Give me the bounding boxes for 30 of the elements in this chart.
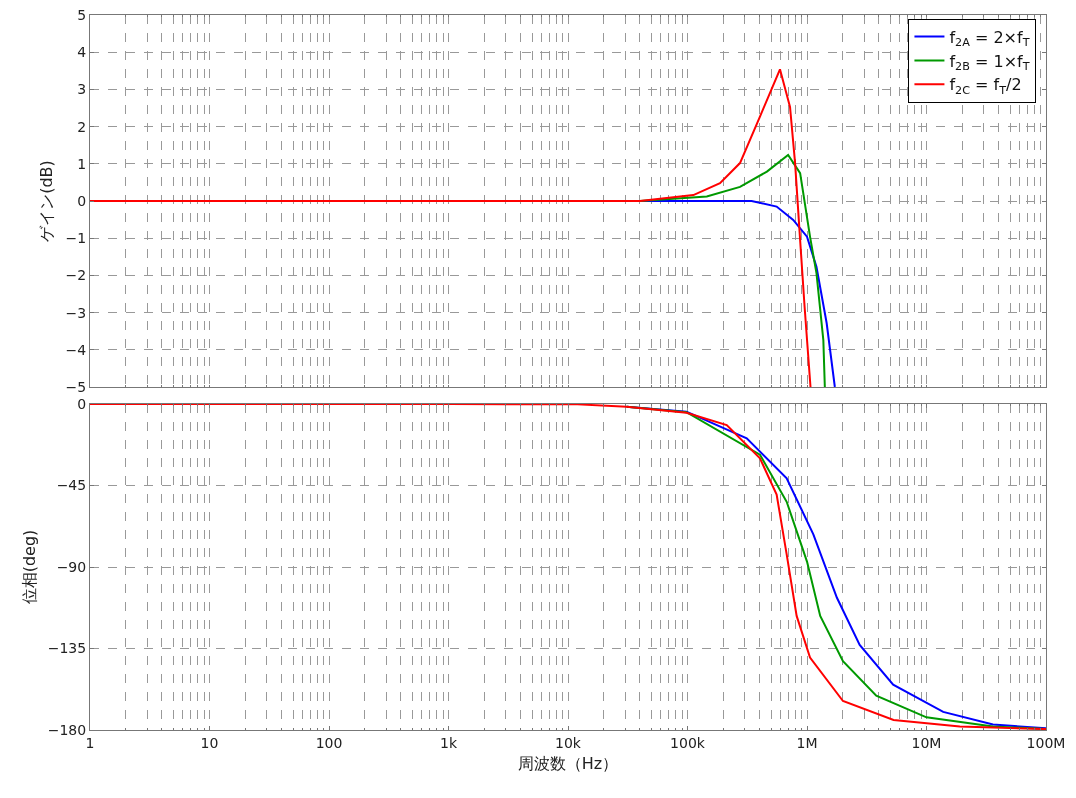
x-tick-label: 10k (555, 734, 582, 751)
y-axis-title: ゲイン(dB) (37, 160, 57, 242)
y-tick-label: −4 (65, 341, 87, 358)
x-tick-label: 10 (200, 734, 219, 751)
y-tick-label: −1 (65, 230, 87, 247)
x-tick-label: 100M (1026, 734, 1066, 751)
legend-label: f$_{2A}$ = 2×f$_{T}$ (949, 27, 1030, 50)
x-tick-label: 10M (911, 734, 942, 751)
y-tick-label: −45 (56, 477, 87, 494)
legend-label: f$_{2B}$ = 1×f$_{T}$ (949, 51, 1030, 74)
y-tick-label: −3 (65, 304, 87, 321)
legend-label: f$_{2C}$ = f$_{T}$/2 (949, 75, 1022, 97)
y-tick-label: −180 (47, 721, 87, 738)
y-tick-label: 0 (77, 395, 87, 412)
y-tick-label: 0 (77, 192, 87, 209)
y-axis-title: 位相(deg) (19, 529, 39, 605)
x-tick-label: 100 (315, 734, 343, 751)
x-tick-label: 100k (670, 734, 706, 751)
y-tick-label: 2 (77, 118, 87, 135)
y-tick-label: 4 (77, 44, 87, 61)
y-tick-label: 1 (77, 155, 87, 172)
x-tick-label: 1M (796, 734, 818, 751)
y-tick-label: 5 (77, 6, 87, 23)
x-tick-label: 1k (439, 734, 458, 751)
y-tick-label: −135 (47, 640, 87, 657)
y-tick-label: −2 (65, 267, 87, 284)
x-axis-title: 周波数（Hz） (517, 754, 619, 774)
y-tick-label: −90 (56, 558, 87, 575)
y-tick-label: −5 (65, 378, 87, 395)
y-tick-label: 3 (77, 81, 87, 98)
